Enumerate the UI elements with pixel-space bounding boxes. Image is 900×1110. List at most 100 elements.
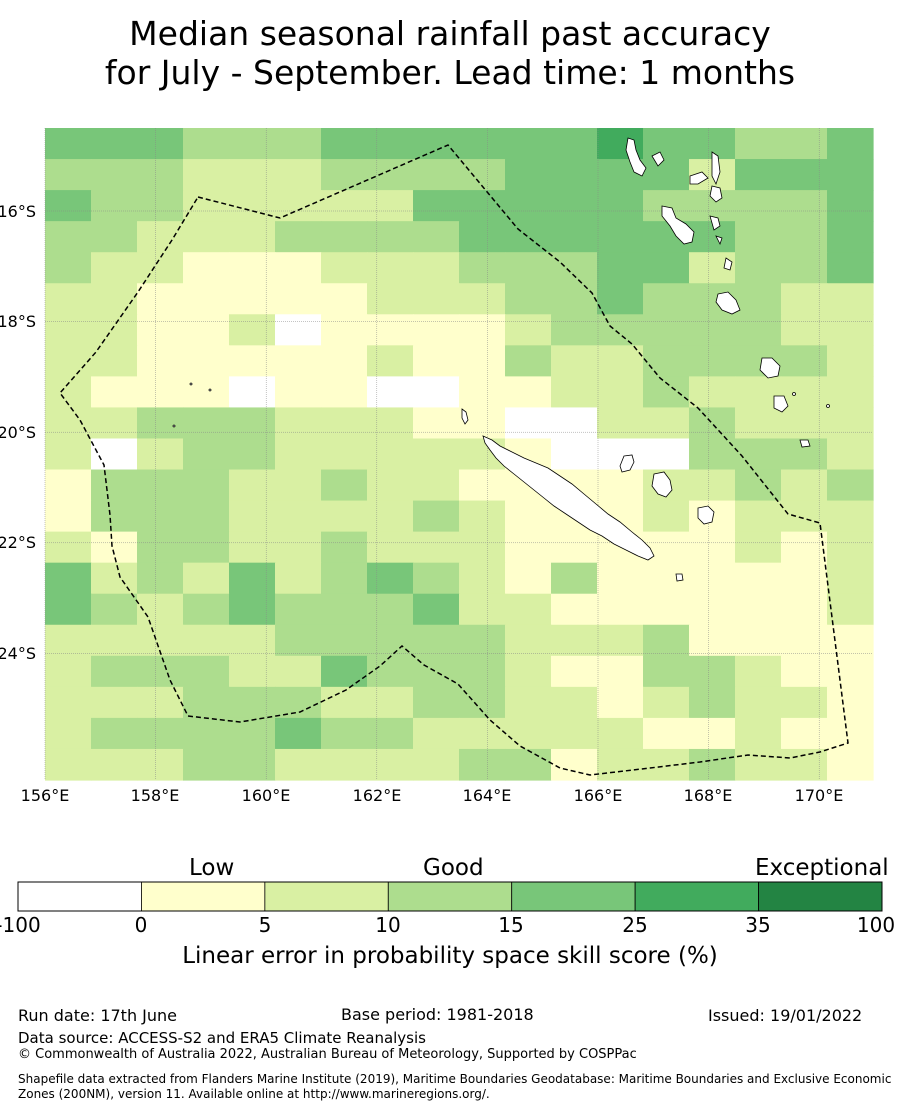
skill-cell bbox=[735, 500, 782, 533]
skill-cell bbox=[275, 128, 322, 160]
lon-label-158e: 158°E bbox=[130, 786, 180, 805]
skill-cell bbox=[229, 283, 276, 315]
skill-cell bbox=[413, 593, 460, 626]
lat-label-24s: 24°S bbox=[0, 644, 36, 663]
skill-cell bbox=[781, 562, 828, 595]
skill-cell bbox=[827, 469, 874, 502]
skill-cell bbox=[367, 686, 414, 719]
skill-cell bbox=[551, 562, 598, 595]
colorbar-tick: 10 bbox=[375, 913, 401, 937]
skill-cell bbox=[137, 376, 184, 409]
skill-cell bbox=[413, 376, 460, 409]
skill-cell bbox=[91, 655, 138, 688]
skill-cell bbox=[413, 221, 460, 253]
skill-cell bbox=[321, 562, 368, 595]
skill-cell bbox=[597, 221, 644, 253]
skill-cell bbox=[229, 314, 276, 346]
lon-label-156e: 156°E bbox=[20, 786, 70, 805]
skill-cell bbox=[689, 314, 736, 346]
skill-cell bbox=[735, 531, 782, 564]
skill-cell bbox=[137, 562, 184, 595]
skill-cell bbox=[781, 748, 828, 781]
skill-cell bbox=[275, 500, 322, 533]
skill-cell bbox=[275, 593, 322, 626]
skill-cell bbox=[413, 190, 460, 222]
skill-cell bbox=[781, 345, 828, 377]
skill-cell bbox=[735, 686, 782, 719]
skill-cell bbox=[597, 655, 644, 688]
skill-cell bbox=[827, 655, 874, 688]
skill-cell bbox=[597, 407, 644, 440]
skill-cell bbox=[413, 407, 460, 440]
skill-cell bbox=[505, 159, 552, 191]
skill-cell bbox=[137, 407, 184, 440]
island bbox=[792, 392, 796, 396]
island bbox=[799, 439, 811, 448]
skill-cell bbox=[689, 717, 736, 750]
skill-cell bbox=[735, 748, 782, 781]
skill-cell bbox=[413, 562, 460, 595]
skill-cell bbox=[229, 252, 276, 284]
colorbar-label: Linear error in probability space skill … bbox=[182, 943, 718, 969]
lon-label-160e: 160°E bbox=[241, 786, 291, 805]
island bbox=[759, 357, 781, 379]
skill-cell bbox=[183, 593, 230, 626]
legend-category-exceptional: Exceptional bbox=[755, 855, 889, 881]
skill-cell bbox=[183, 624, 230, 657]
island bbox=[773, 395, 789, 413]
skill-cell bbox=[827, 376, 874, 409]
colorbar-tick: 15 bbox=[498, 913, 524, 937]
skill-cell bbox=[643, 345, 690, 377]
skill-cell bbox=[781, 531, 828, 564]
colorbar-swatch bbox=[758, 881, 883, 912]
skill-cell bbox=[367, 624, 414, 657]
skill-cell bbox=[45, 624, 92, 657]
skill-cell bbox=[275, 376, 322, 409]
skill-cell bbox=[643, 655, 690, 688]
skill-grid-cells bbox=[45, 128, 874, 781]
skill-cell bbox=[45, 221, 92, 253]
skill-cell bbox=[781, 655, 828, 688]
skill-cell bbox=[413, 748, 460, 781]
map-title: Median seasonal rainfall past accuracy f… bbox=[0, 14, 900, 92]
island bbox=[697, 505, 715, 525]
skill-cell bbox=[827, 314, 874, 346]
skill-cell bbox=[459, 252, 506, 284]
skill-cell bbox=[183, 531, 230, 564]
skill-cell bbox=[781, 376, 828, 409]
skill-cell bbox=[45, 190, 92, 222]
lon-label-166e: 166°E bbox=[573, 786, 623, 805]
skill-cell bbox=[689, 686, 736, 719]
skill-cell bbox=[91, 562, 138, 595]
skill-cell bbox=[275, 283, 322, 315]
skill-cell bbox=[91, 500, 138, 533]
colorbar-tick: 25 bbox=[622, 913, 648, 937]
skill-cell bbox=[459, 128, 506, 160]
skill-cell bbox=[183, 159, 230, 191]
skill-cell bbox=[183, 469, 230, 502]
lon-label-162e: 162°E bbox=[352, 786, 402, 805]
skill-cell bbox=[781, 128, 828, 160]
island bbox=[625, 137, 647, 177]
skill-cell bbox=[229, 531, 276, 564]
skill-cell bbox=[597, 624, 644, 657]
skill-cell bbox=[367, 655, 414, 688]
skill-cell bbox=[413, 252, 460, 284]
skill-cell bbox=[735, 593, 782, 626]
skill-cell bbox=[137, 252, 184, 284]
lat-label-22s: 22°S bbox=[0, 533, 36, 552]
skill-cell bbox=[643, 128, 690, 160]
skill-cell bbox=[91, 531, 138, 564]
skill-cell bbox=[643, 407, 690, 440]
skill-cell bbox=[735, 159, 782, 191]
skill-cell bbox=[137, 500, 184, 533]
skill-cell bbox=[643, 252, 690, 284]
skill-cell bbox=[91, 128, 138, 160]
skill-cell bbox=[505, 500, 552, 533]
skill-cell bbox=[505, 407, 552, 440]
skill-cell bbox=[45, 252, 92, 284]
colorbar-tick: 5 bbox=[258, 913, 272, 937]
skill-cell bbox=[45, 128, 92, 160]
skill-cell bbox=[45, 717, 92, 750]
skill-cell bbox=[45, 748, 92, 781]
